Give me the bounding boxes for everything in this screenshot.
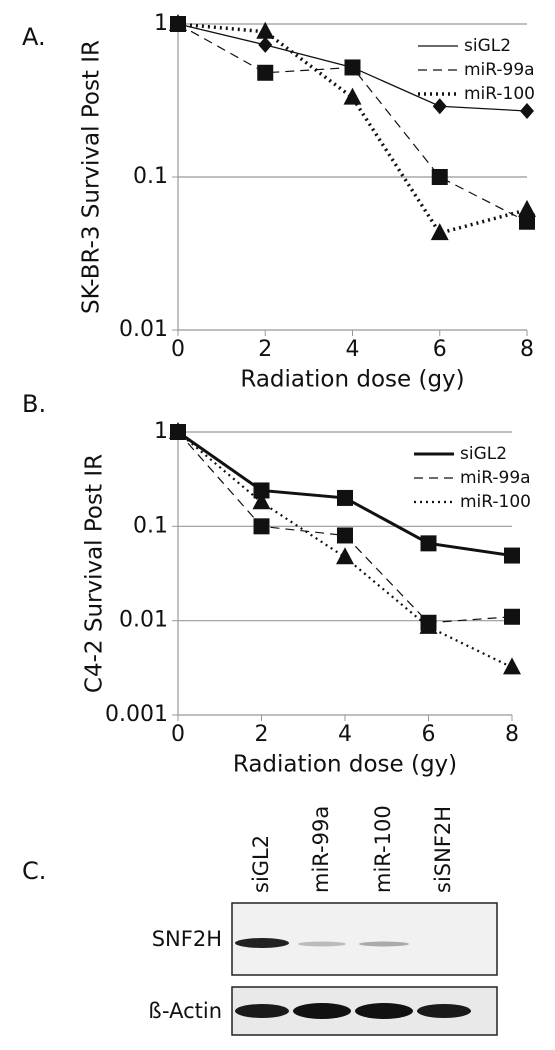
band	[293, 1003, 351, 1019]
lane-label: miR-100	[371, 805, 395, 893]
x-tick-label: 8	[505, 722, 519, 747]
band	[355, 1003, 413, 1019]
lane-label: miR-99a	[309, 806, 333, 893]
marker	[504, 608, 520, 625]
y-tick-label: 0.1	[133, 513, 168, 538]
panel-label: C.	[22, 857, 46, 885]
y-tick-label: 1	[154, 11, 168, 36]
panel-label: B.	[22, 390, 46, 418]
row-label: SNF2H	[152, 927, 222, 951]
legend-label: siGL2	[460, 444, 507, 464]
marker	[432, 98, 447, 115]
x-tick-label: 6	[433, 337, 447, 362]
marker	[343, 87, 362, 105]
y-tick-label: 1	[154, 419, 168, 444]
marker	[344, 59, 361, 76]
x-tick-label: 2	[255, 722, 269, 747]
marker	[503, 657, 521, 675]
marker	[519, 213, 535, 230]
marker	[337, 489, 353, 506]
x-axis-label: Radiation dose (gy)	[240, 367, 464, 393]
x-tick-label: 2	[258, 337, 272, 362]
x-tick-label: 6	[422, 722, 436, 747]
marker	[257, 64, 274, 81]
panel-label: A.	[22, 23, 46, 51]
marker	[420, 535, 437, 552]
x-tick-label: 8	[520, 337, 534, 362]
y-axis-label: SK-BR-3 Survival Post IR	[79, 40, 105, 314]
lane-label: siGL2	[249, 835, 273, 893]
band	[359, 941, 409, 947]
marker	[169, 422, 187, 439]
marker	[337, 527, 353, 544]
marker	[419, 616, 438, 634]
marker	[258, 36, 273, 53]
legend-label: miR-99a	[464, 60, 535, 80]
marker	[256, 21, 275, 39]
band	[298, 941, 346, 947]
row-label: ß-Actin	[148, 999, 222, 1023]
y-tick-label: 0.01	[119, 608, 168, 633]
band	[235, 938, 289, 948]
x-tick-label: 4	[338, 722, 352, 747]
series-line	[177, 431, 513, 624]
marker	[430, 223, 449, 241]
legend-label: miR-99a	[460, 468, 531, 488]
lane-label: siSNF2H	[431, 806, 455, 893]
y-tick-label: 0.1	[133, 164, 168, 189]
marker	[336, 547, 354, 565]
marker	[431, 169, 448, 185]
marker	[253, 518, 270, 535]
marker	[520, 103, 534, 120]
marker	[169, 14, 187, 31]
marker	[253, 482, 270, 499]
western-blot: C. SNF2H ß-Actin	[22, 857, 498, 1036]
band	[235, 1004, 289, 1018]
band	[417, 1004, 471, 1018]
y-tick-label: 0.01	[119, 317, 168, 342]
marker	[504, 547, 520, 564]
y-axis-label: C4-2 Survival Post IR	[82, 454, 108, 693]
x-tick-label: 4	[346, 337, 360, 362]
x-tick-label: 0	[171, 722, 185, 747]
series-line	[177, 431, 513, 669]
x-tick-label: 0	[171, 337, 185, 362]
legend-label: miR-100	[464, 84, 535, 104]
legend-label: miR-100	[460, 492, 531, 512]
x-axis-label: Radiation dose (gy)	[233, 752, 457, 778]
marker	[252, 492, 271, 510]
y-tick-label: 0.001	[105, 702, 168, 727]
marker	[518, 199, 536, 217]
legend-label: siGL2	[464, 36, 511, 56]
